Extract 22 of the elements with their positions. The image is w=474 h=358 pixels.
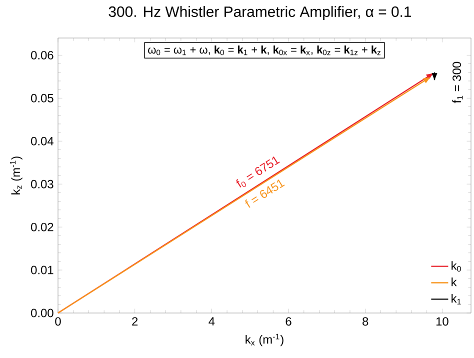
y-tick-label: 0.04	[31, 136, 54, 146]
x-tick-label: 0	[55, 317, 61, 326]
x-tick-label: 6	[286, 317, 292, 326]
y-tick-label: 0.03	[31, 180, 54, 188]
legend-label: k$_{0}$	[452, 261, 461, 272]
y-tick-label: 0.00	[31, 308, 54, 318]
y-tick-label: 0.01	[31, 266, 54, 274]
y-axis-title: k$_{z}$ (m$^{-1}$)	[10, 156, 22, 194]
x-tick-label: 2	[132, 317, 138, 326]
legend-label: k	[452, 278, 457, 286]
annotation: f = 6451	[245, 180, 285, 208]
x-axis-title: k$_{x}$ (m$^{-1}$)	[246, 334, 284, 346]
y-tick-label: 0.05	[31, 94, 54, 102]
legend-label: k$_{1}$	[452, 294, 461, 304]
y-tick-label: 0.06	[31, 50, 54, 60]
x-tick-label: 4	[208, 317, 215, 326]
text: ω$_{0}$ = ω$_{1}$ + ω, k$_{0}$ = k$_{1}$ + k, k$_{0x}$ = k$_{x}$, k$_{0z}$ = k$_{1z}$ + k$_{z}$	[148, 46, 380, 56]
annotation: f$_{1}$ = 300	[452, 62, 463, 104]
x-tick-label: 10	[436, 317, 448, 326]
y-tick-label: 0.02	[31, 222, 54, 232]
chart-title: 300. Hz Whistler Parametric Amplifier, α = 0.1	[108, 6, 412, 20]
x-tick-label: 8	[362, 317, 368, 326]
